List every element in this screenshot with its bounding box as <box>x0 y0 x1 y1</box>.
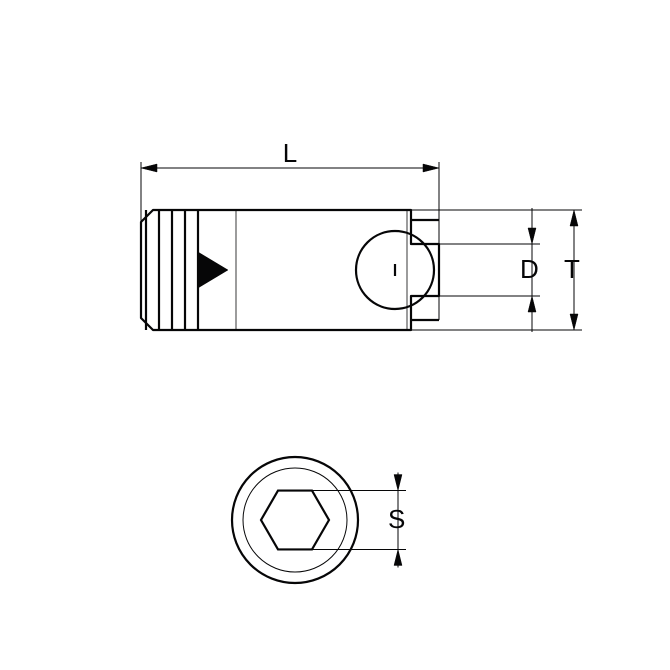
dim-arrow <box>570 314 578 330</box>
dim-arrow <box>528 296 536 312</box>
technical-drawing: L TD S <box>0 0 670 670</box>
hex-socket <box>261 491 329 550</box>
label-S: S <box>388 504 405 534</box>
label-D: D <box>520 254 539 284</box>
socket-triangle-icon <box>198 252 228 288</box>
end-outer-circle <box>232 457 358 583</box>
dim-arrow <box>141 164 157 172</box>
dim-arrow <box>423 164 439 172</box>
side-view: L TD <box>141 138 582 332</box>
dim-arrow <box>394 475 402 491</box>
label-L: L <box>283 138 297 168</box>
dim-arrow <box>528 228 536 244</box>
dim-arrow <box>394 549 402 565</box>
end-inner-circle <box>243 468 347 572</box>
dim-arrow <box>570 210 578 226</box>
label-T: T <box>564 254 580 284</box>
end-view: S <box>232 457 406 583</box>
